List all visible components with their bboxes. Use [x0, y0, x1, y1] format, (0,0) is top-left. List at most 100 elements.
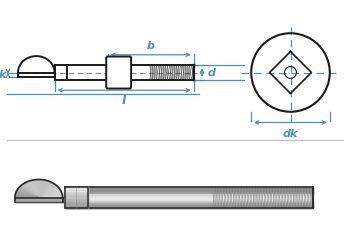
- Polygon shape: [39, 194, 62, 198]
- Polygon shape: [29, 181, 38, 197]
- Bar: [65, 201, 313, 202]
- Polygon shape: [16, 191, 38, 198]
- Polygon shape: [39, 190, 61, 198]
- Polygon shape: [23, 183, 38, 197]
- Polygon shape: [15, 198, 63, 202]
- Bar: [65, 203, 313, 204]
- Bar: [65, 191, 313, 192]
- Polygon shape: [65, 194, 313, 196]
- Polygon shape: [39, 185, 57, 198]
- Bar: [65, 197, 313, 198]
- Bar: [65, 207, 313, 208]
- Bar: [65, 194, 88, 198]
- Text: l: l: [122, 94, 126, 108]
- Bar: [65, 191, 313, 192]
- Polygon shape: [30, 180, 39, 197]
- Bar: [65, 190, 313, 191]
- Polygon shape: [39, 182, 53, 197]
- Bar: [65, 194, 313, 195]
- Polygon shape: [39, 183, 54, 197]
- Polygon shape: [15, 195, 38, 198]
- Polygon shape: [39, 180, 40, 197]
- Bar: [65, 193, 313, 194]
- Bar: [65, 205, 313, 206]
- Bar: [65, 202, 313, 203]
- Polygon shape: [39, 191, 61, 198]
- Bar: [65, 198, 313, 199]
- Bar: [65, 207, 313, 208]
- Bar: [65, 189, 313, 190]
- Bar: [65, 200, 313, 201]
- Polygon shape: [39, 188, 60, 198]
- Polygon shape: [20, 186, 38, 198]
- Polygon shape: [39, 193, 62, 198]
- Text: k: k: [0, 70, 6, 80]
- Bar: [65, 205, 313, 206]
- Bar: [65, 202, 313, 203]
- Bar: [65, 198, 88, 201]
- Polygon shape: [39, 187, 59, 198]
- Polygon shape: [32, 180, 39, 197]
- Bar: [65, 195, 313, 196]
- Bar: [65, 203, 313, 204]
- Bar: [65, 201, 313, 202]
- Polygon shape: [15, 193, 38, 198]
- Polygon shape: [39, 181, 50, 197]
- Polygon shape: [25, 182, 38, 197]
- Polygon shape: [21, 184, 38, 198]
- Polygon shape: [39, 180, 48, 197]
- Polygon shape: [36, 180, 39, 197]
- Bar: [65, 192, 313, 193]
- Polygon shape: [39, 195, 62, 198]
- FancyBboxPatch shape: [106, 56, 131, 88]
- Polygon shape: [22, 184, 38, 197]
- Polygon shape: [39, 184, 55, 197]
- Bar: [65, 195, 313, 196]
- Polygon shape: [17, 189, 38, 198]
- Bar: [65, 188, 313, 189]
- Polygon shape: [19, 187, 38, 198]
- Polygon shape: [63, 191, 65, 204]
- Bar: [65, 196, 313, 197]
- Text: b: b: [147, 40, 155, 50]
- Bar: [65, 190, 313, 191]
- Polygon shape: [39, 186, 58, 198]
- Polygon shape: [39, 189, 60, 198]
- Bar: [65, 198, 313, 199]
- Bar: [65, 187, 313, 188]
- Polygon shape: [39, 184, 56, 198]
- Bar: [65, 204, 313, 205]
- Bar: [65, 200, 313, 201]
- Bar: [65, 193, 313, 194]
- Polygon shape: [15, 180, 63, 198]
- Bar: [65, 187, 88, 208]
- Bar: [65, 204, 313, 205]
- Polygon shape: [39, 196, 63, 198]
- Polygon shape: [26, 182, 38, 197]
- Bar: [65, 188, 313, 189]
- Polygon shape: [39, 180, 43, 197]
- Polygon shape: [17, 190, 38, 198]
- Bar: [65, 197, 313, 198]
- Bar: [65, 206, 313, 207]
- Polygon shape: [37, 180, 39, 197]
- Bar: [65, 191, 313, 192]
- Bar: [65, 187, 313, 188]
- Polygon shape: [39, 180, 46, 197]
- Bar: [65, 187, 88, 190]
- Bar: [65, 196, 313, 197]
- Bar: [65, 194, 313, 195]
- Bar: [65, 201, 88, 204]
- Bar: [65, 200, 313, 201]
- Bar: [65, 199, 313, 200]
- Polygon shape: [15, 196, 38, 198]
- Polygon shape: [39, 180, 45, 197]
- Bar: [65, 190, 88, 194]
- Polygon shape: [39, 181, 49, 197]
- Polygon shape: [34, 180, 39, 197]
- Polygon shape: [39, 182, 51, 197]
- Bar: [65, 196, 313, 197]
- Bar: [65, 206, 313, 207]
- Text: dk: dk: [283, 129, 298, 139]
- Polygon shape: [15, 194, 38, 198]
